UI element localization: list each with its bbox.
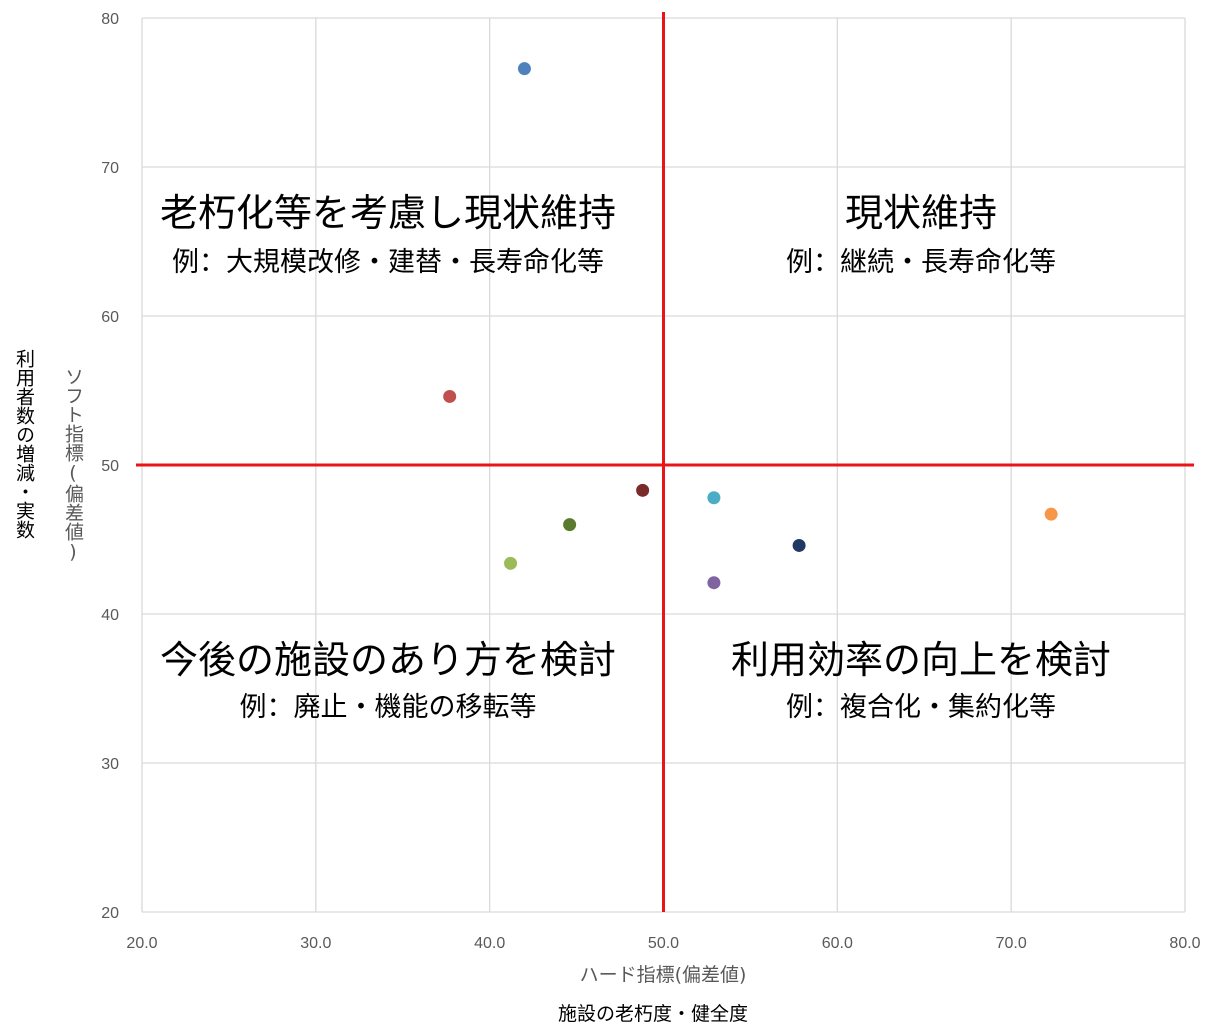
quadrant-title-bottom-right: 利用効率の向上を検討 — [731, 638, 1111, 682]
y-tick-labels: 20 30 40 50 60 70 80 — [101, 11, 119, 922]
data-point — [563, 518, 577, 532]
quadrant-subtitle-top-left: 例：大規模改修・建替・長寿命化等 — [172, 247, 604, 278]
quadrant-title-bottom-left: 今後の施設のあり方を検討 — [160, 638, 616, 682]
y-axis-label: ソフト指標(偏差値) — [62, 367, 84, 563]
data-point — [636, 483, 650, 497]
x-tick-label: 80.0 — [1169, 935, 1200, 952]
data-points — [443, 62, 1058, 590]
quadrant-title-top-left: 老朽化等を考慮し現状維持 — [160, 191, 616, 235]
data-point — [517, 62, 531, 76]
data-point — [504, 556, 518, 570]
x-tick-label: 40.0 — [474, 935, 505, 952]
y-tick-label: 60 — [101, 309, 119, 326]
quadrant-subtitle-top-right: 例：継続・長寿命化等 — [786, 247, 1056, 278]
data-point — [1044, 507, 1058, 521]
y-tick-label: 50 — [101, 458, 119, 475]
y-tick-label: 30 — [101, 756, 119, 773]
x-tick-label: 50.0 — [648, 935, 679, 952]
y-axis-sublabel: 利用者数の増減・実数 — [13, 349, 35, 539]
quadrant-title-top-right: 現状維持 — [845, 191, 997, 235]
y-tick-label: 20 — [101, 905, 119, 922]
quadrant-subtitle-bottom-left: 例：廃止・機能の移転等 — [240, 692, 537, 723]
data-point — [707, 576, 721, 590]
x-tick-label: 30.0 — [300, 935, 331, 952]
x-axis-sublabel: 施設の老朽度・健全度 — [558, 1003, 748, 1025]
y-tick-label: 70 — [101, 160, 119, 177]
data-point — [707, 491, 721, 505]
x-tick-label: 70.0 — [996, 935, 1027, 952]
y-tick-label: 40 — [101, 607, 119, 624]
quadrant-subtitle-bottom-right: 例：複合化・集約化等 — [786, 692, 1056, 723]
x-tick-label: 20.0 — [126, 935, 157, 952]
x-axis-label: ハード指標(偏差値) — [580, 964, 747, 986]
reference-lines — [136, 12, 1194, 912]
data-point — [792, 538, 806, 552]
y-tick-label: 80 — [101, 11, 119, 28]
x-tick-label: 60.0 — [822, 935, 853, 952]
data-point — [443, 389, 457, 403]
x-tick-labels: 20.0 30.0 40.0 50.0 60.0 70.0 80.0 — [126, 935, 1200, 952]
